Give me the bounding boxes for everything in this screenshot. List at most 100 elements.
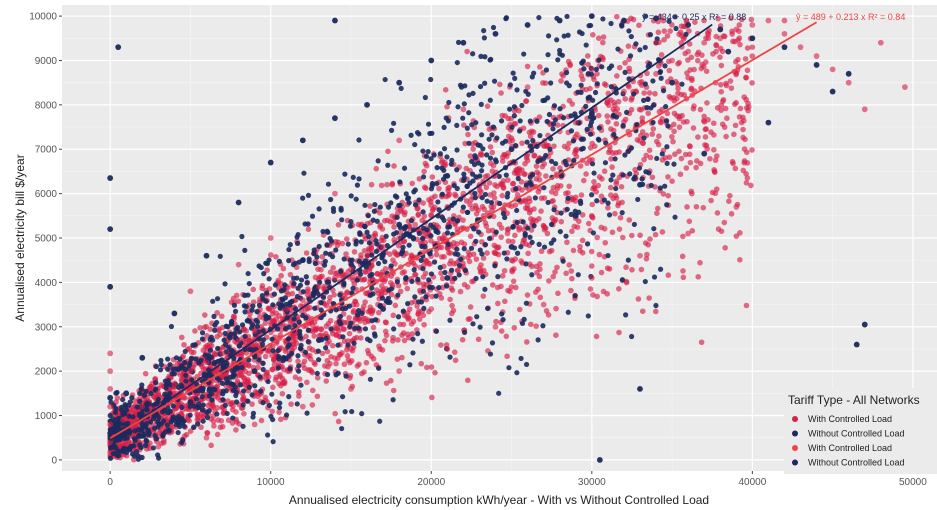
- cloud-point: [733, 58, 739, 65]
- cloud-point: [182, 366, 189, 373]
- cloud-point: [332, 410, 338, 417]
- cloud-point: [245, 398, 251, 404]
- cloud-point: [321, 262, 328, 268]
- cloud-point: [684, 70, 690, 76]
- cloud-point: [487, 351, 494, 357]
- cloud-point: [465, 316, 472, 322]
- cloud-point: [713, 42, 720, 49]
- data-point: [107, 350, 114, 357]
- cloud-point: [473, 210, 480, 217]
- cloud-point: [265, 378, 271, 385]
- data-point: [733, 204, 740, 210]
- cloud-point: [333, 238, 339, 245]
- cloud-point: [337, 313, 344, 320]
- cloud-point: [200, 418, 206, 424]
- cloud-point: [490, 24, 497, 31]
- data-point: [315, 337, 322, 343]
- cloud-point: [737, 230, 743, 236]
- cloud-point: [620, 234, 626, 241]
- cloud-point: [634, 137, 641, 143]
- cloud-point: [608, 156, 614, 162]
- cloud-point: [138, 444, 144, 451]
- cloud-point: [109, 445, 115, 451]
- cloud-point: [599, 64, 605, 70]
- cloud-point: [588, 263, 595, 269]
- cloud-point: [367, 376, 373, 382]
- cloud-point: [551, 207, 557, 213]
- cloud-point: [274, 326, 281, 332]
- cloud-point: [381, 218, 388, 224]
- cloud-point: [287, 366, 293, 372]
- cloud-point: [646, 90, 653, 96]
- cloud-point: [297, 332, 303, 338]
- cloud-point: [305, 353, 311, 360]
- cloud-point: [572, 147, 579, 154]
- cloud-point: [164, 422, 170, 428]
- cloud-point: [356, 258, 362, 264]
- cloud-point: [508, 115, 514, 122]
- cloud-point: [464, 183, 470, 189]
- cloud-point: [680, 268, 686, 274]
- cloud-point: [233, 292, 240, 299]
- cloud-point: [402, 279, 409, 286]
- cloud-point: [545, 199, 551, 206]
- cloud-point: [420, 288, 426, 294]
- cloud-point: [246, 384, 253, 390]
- cloud-point: [346, 314, 352, 321]
- cloud-point: [445, 192, 452, 199]
- cloud-point: [388, 291, 395, 298]
- cloud-point: [391, 224, 397, 230]
- cloud-point: [263, 260, 269, 266]
- cloud-point: [536, 14, 542, 21]
- cloud-point: [265, 432, 271, 438]
- cloud-point: [383, 233, 389, 239]
- cloud-point: [499, 140, 506, 146]
- cloud-point: [617, 214, 624, 221]
- cloud-point: [585, 61, 591, 68]
- cloud-point: [312, 305, 318, 311]
- cloud-point: [676, 59, 683, 66]
- cloud-point: [527, 321, 534, 328]
- cloud-point: [480, 274, 486, 280]
- cloud-point: [422, 160, 429, 167]
- cloud-point: [141, 431, 147, 437]
- cloud-point: [676, 113, 683, 120]
- cloud-point: [148, 419, 154, 425]
- cloud-point: [499, 311, 505, 317]
- cloud-point: [598, 224, 605, 231]
- cloud-point: [628, 145, 635, 151]
- cloud-point: [293, 306, 299, 312]
- cloud-point: [473, 174, 479, 180]
- cloud-point: [577, 243, 583, 250]
- cloud-point: [249, 307, 255, 313]
- cloud-point: [519, 187, 525, 193]
- cloud-point: [454, 167, 460, 173]
- cloud-point: [626, 68, 633, 75]
- cloud-point: [587, 286, 594, 292]
- cloud-point: [749, 147, 755, 153]
- cloud-point: [480, 293, 487, 299]
- cloud-point: [134, 404, 140, 410]
- cloud-point: [369, 252, 375, 258]
- legend-entry: Without Controlled Load: [792, 458, 905, 468]
- cloud-point: [382, 259, 388, 265]
- cloud-point: [619, 210, 625, 216]
- cloud-point: [394, 210, 401, 217]
- cloud-point: [318, 300, 324, 306]
- cloud-point: [326, 299, 333, 305]
- cloud-point: [233, 326, 240, 332]
- cloud-point: [733, 71, 739, 78]
- tick-labels: 0 10000 20000 30000 40000 5000001000200030004…: [29, 12, 927, 488]
- cloud-point: [628, 33, 634, 40]
- cloud-point: [213, 391, 219, 397]
- cloud-point: [168, 323, 175, 330]
- cloud-point: [360, 315, 367, 322]
- cloud-point: [454, 226, 461, 232]
- cloud-point: [575, 272, 581, 278]
- cloud-point: [482, 80, 488, 86]
- cloud-point: [661, 28, 668, 34]
- cloud-point: [487, 155, 494, 161]
- cloud-point: [316, 206, 322, 212]
- cloud-point: [566, 262, 573, 268]
- cloud-point: [202, 352, 208, 358]
